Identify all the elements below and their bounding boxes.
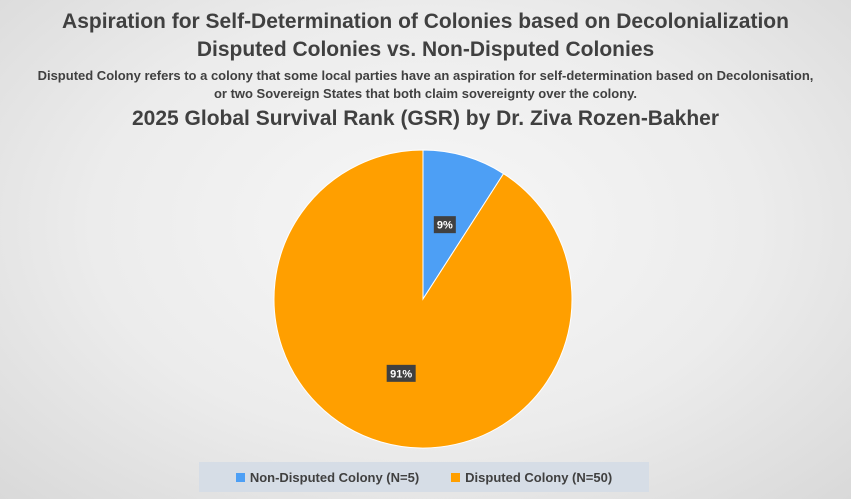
data-label-box-0: [433, 216, 456, 234]
legend-swatch-disputed: [451, 472, 461, 482]
chart-title-line-3: 2025 Global Survival Rank (GSR) by Dr. Z…: [131, 107, 720, 130]
pie-slice-1: [273, 149, 573, 449]
chart-title-line-2: Disputed Colonies vs. Non-Disputed Colon…: [196, 38, 655, 61]
pie-slice-0: [422, 149, 505, 301]
legend-label-non-disputed: Non-Disputed Colony (N=5): [249, 469, 420, 485]
chart-subtitle-line-2: or two Sovereign States that both claim …: [213, 86, 638, 101]
chart-subtitle-line-1: Disputed Colony refers to a colony that …: [37, 68, 814, 83]
legend-item-disputed: Disputed Colony (N=50): [451, 470, 612, 485]
data-label-box-1: [386, 364, 416, 382]
chart-legend: Non-Disputed Colony (N=5) Disputed Colon…: [199, 462, 649, 492]
chart-title: Aspiration for Self-Determination of Col…: [62, 10, 789, 33]
data-label-text-0: 9%: [437, 220, 453, 232]
pie-slices: [273, 149, 573, 449]
legend-item-non-disputed: Non-Disputed Colony (N=5): [235, 469, 420, 485]
legend-swatch-non-disputed: [235, 472, 245, 482]
pie-data-labels: 9% 91%: [386, 216, 456, 382]
data-label-1: 91%: [386, 364, 416, 382]
legend-label-disputed: Disputed Colony (N=50): [465, 469, 613, 485]
data-label-text-1: 91%: [390, 368, 412, 380]
data-label-0: 9%: [433, 216, 456, 234]
